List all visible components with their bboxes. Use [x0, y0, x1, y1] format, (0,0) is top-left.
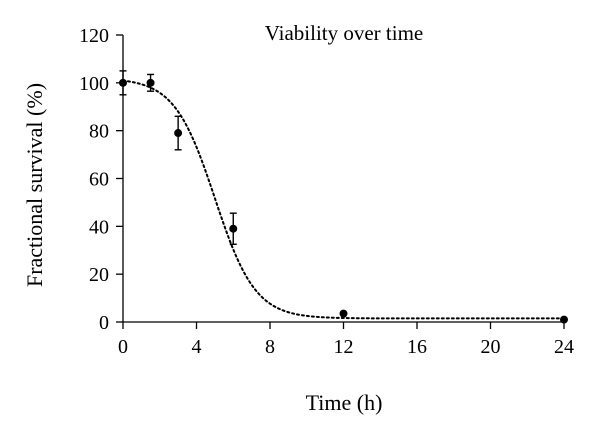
x-axis-title: Time (h) [306, 390, 383, 415]
data-point [119, 78, 127, 87]
x-tick-label: 4 [192, 336, 202, 358]
y-tick-label: 0 [99, 312, 109, 334]
y-axis-title: Fractional survival (%) [22, 83, 47, 287]
data-point [229, 224, 238, 233]
y-tick-label: 120 [79, 25, 109, 47]
x-tick-label: 24 [554, 336, 574, 358]
plot-area: 0 20 40 60 80 100 120 0 4 8 12 16 20 24 [79, 25, 574, 358]
y-tick-label: 60 [89, 169, 109, 191]
x-tick-label: 16 [407, 336, 427, 358]
y-tick-label: 100 [79, 73, 109, 95]
y-tick-label: 20 [89, 264, 109, 286]
data-point [560, 315, 568, 324]
x-tick-label: 0 [118, 336, 128, 358]
data-point [339, 309, 348, 318]
chart-title: Viability over time [265, 21, 424, 45]
y-tick-label: 80 [89, 121, 109, 143]
x-tick-label: 20 [481, 336, 501, 358]
data-point [146, 78, 155, 87]
x-tick-label: 8 [265, 336, 275, 358]
x-tick-label: 12 [334, 336, 354, 358]
data-point [174, 129, 183, 138]
fit-curve-line [122, 79, 565, 320]
y-tick-label: 40 [89, 216, 109, 238]
